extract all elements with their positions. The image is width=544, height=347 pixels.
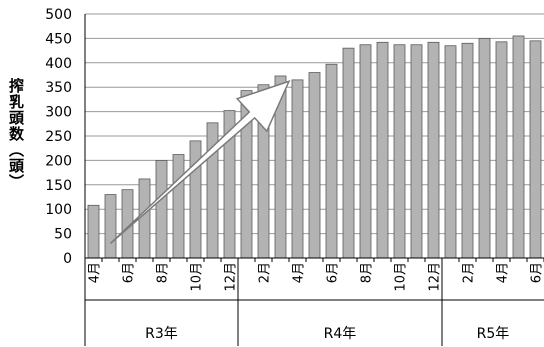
bar bbox=[172, 154, 185, 259]
x-tick-label: 12月 bbox=[428, 262, 443, 292]
year-group-label: R5年 bbox=[477, 326, 510, 342]
bar bbox=[104, 194, 117, 259]
x-tick-label: 6月 bbox=[530, 262, 544, 283]
bar bbox=[410, 44, 423, 259]
bar bbox=[478, 38, 491, 259]
bar bbox=[393, 44, 406, 259]
bar bbox=[495, 41, 508, 259]
bar bbox=[427, 41, 440, 259]
x-tick-label: 8月 bbox=[360, 262, 375, 283]
bar bbox=[376, 41, 389, 259]
year-group-label: R3年 bbox=[145, 326, 178, 342]
year-groups: R3年 R4年 R5年 bbox=[145, 326, 509, 342]
bars bbox=[87, 35, 542, 259]
bar bbox=[461, 42, 474, 259]
y-tick-label: 500 bbox=[45, 7, 72, 23]
x-tick-label: 4月 bbox=[88, 262, 103, 283]
trend-arrow-shape bbox=[109, 80, 291, 244]
bar bbox=[155, 159, 168, 259]
trend-arrow bbox=[109, 80, 291, 244]
year-group-label: R4年 bbox=[324, 326, 357, 342]
bar bbox=[444, 45, 457, 259]
bar bbox=[512, 35, 525, 259]
y-tick-label: 400 bbox=[45, 56, 72, 72]
y-tick-label: 50 bbox=[54, 227, 72, 243]
bar bbox=[138, 178, 151, 259]
x-tick-label: 2月 bbox=[462, 262, 477, 283]
x-tick-label: 10月 bbox=[394, 262, 409, 292]
y-axis-label: 搾乳頭数（頭） bbox=[7, 77, 25, 190]
y-tick-label: 100 bbox=[45, 202, 72, 218]
x-tick-label: 2月 bbox=[258, 262, 273, 283]
bar bbox=[529, 40, 542, 259]
y-tick-label: 350 bbox=[45, 80, 72, 96]
bar bbox=[325, 63, 338, 259]
y-tick-label: 200 bbox=[45, 153, 72, 169]
x-tick-label: 4月 bbox=[496, 262, 511, 283]
bar bbox=[359, 44, 372, 259]
y-tick-label: 150 bbox=[45, 178, 72, 194]
x-tick-label: 6月 bbox=[326, 262, 341, 283]
x-tick-label: 12月 bbox=[224, 262, 239, 292]
x-tick-label: 8月 bbox=[156, 262, 171, 283]
x-tick-label: 10月 bbox=[190, 262, 205, 292]
y-tick-label: 0 bbox=[63, 251, 72, 267]
bar bbox=[308, 72, 321, 259]
bar bbox=[291, 79, 304, 259]
y-tick-labels: 0 50 100 150 200 250 300 350 400 450 500 bbox=[45, 7, 72, 267]
bar bbox=[342, 47, 355, 259]
x-tick-label: 4月 bbox=[292, 262, 307, 283]
y-tick-label: 450 bbox=[45, 31, 72, 47]
axes bbox=[84, 14, 544, 346]
y-tick-label: 250 bbox=[45, 129, 72, 145]
x-tick-label: 6月 bbox=[122, 262, 137, 283]
bar bbox=[87, 204, 100, 259]
y-tick-label: 300 bbox=[45, 105, 72, 121]
x-tick-labels: 4月6月8月10月12月2月4月6月8月10月12月2月4月6月8月10月12月 bbox=[88, 262, 544, 292]
